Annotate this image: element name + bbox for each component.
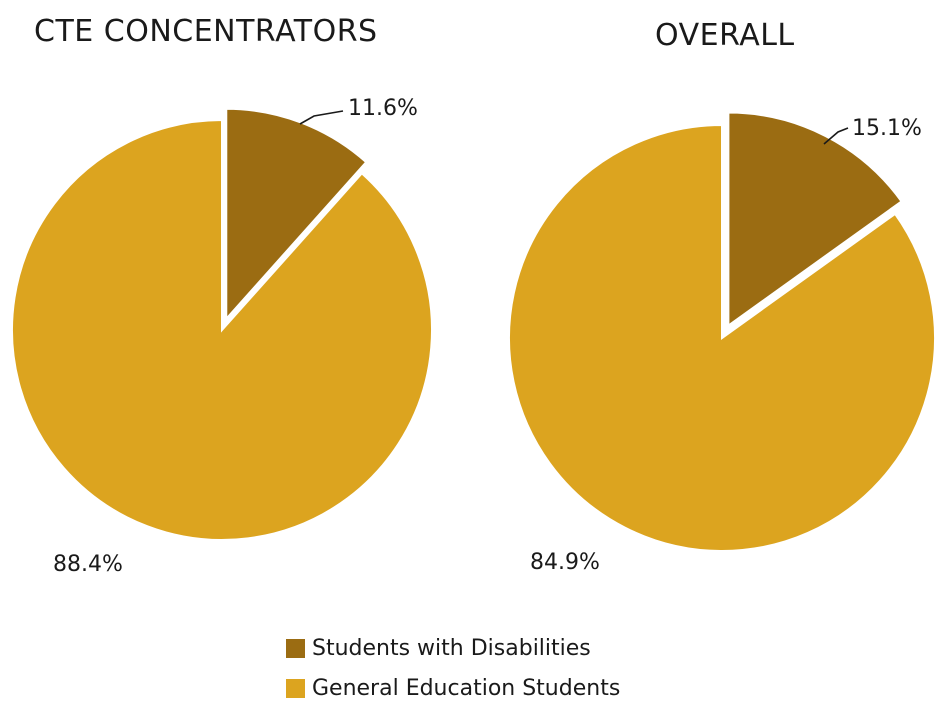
pie-slice-overall-general [508,123,936,552]
legend-swatch-general [286,678,305,698]
legend-label-general: General Education Students [312,675,621,701]
pie-slice-overall-disabilities [727,111,903,328]
leader-line-cte-concentrators [299,110,344,125]
chart-title-overall: OVERALL [655,18,795,53]
data-label-cte-concentrators-general: 88.4% [53,552,123,577]
legend-item-general: General Education Students [286,668,620,708]
legend-label-disabilities: Students with Disabilities [312,635,591,661]
data-label-cte-concentrators-disabilities: 11.6% [348,96,418,121]
data-label-overall-disabilities: 15.1% [852,116,922,141]
leader-line-overall [823,127,849,145]
pie-slice-cte-concentrators-general [11,118,433,541]
legend: Students with Disabilities General Educa… [286,628,620,708]
legend-swatch-disabilities [286,638,305,658]
data-label-overall-general: 84.9% [530,550,600,575]
chart-title-cte-concentrators: CTE CONCENTRATORS [34,14,378,49]
legend-item-disabilities: Students with Disabilities [286,628,620,668]
